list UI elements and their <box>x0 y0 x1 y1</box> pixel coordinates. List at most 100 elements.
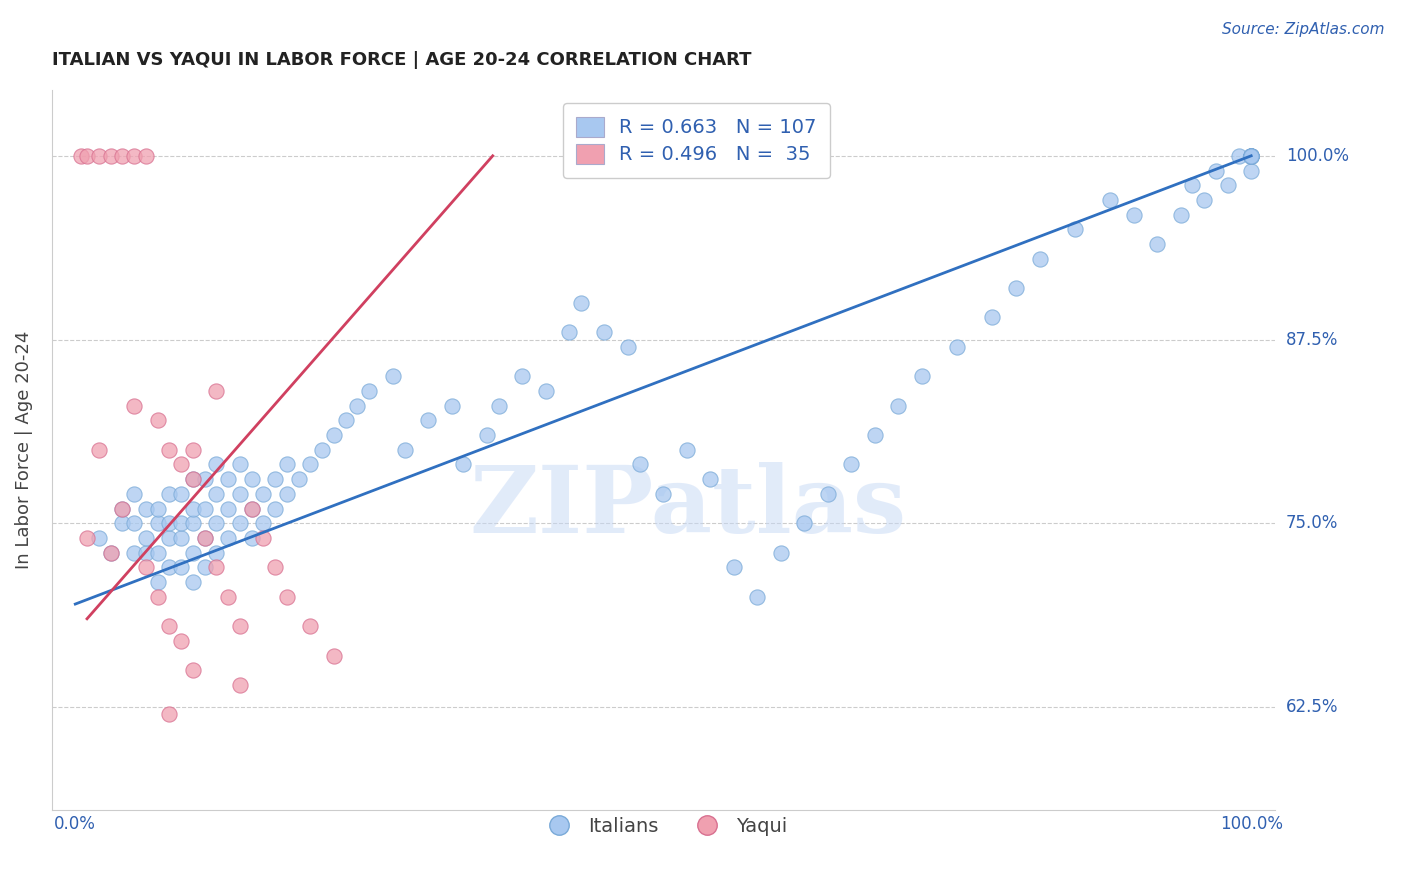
Point <box>157 707 180 722</box>
Point <box>440 399 463 413</box>
Point <box>170 560 193 574</box>
Point <box>1240 149 1263 163</box>
Point <box>217 590 239 604</box>
Point <box>111 516 134 531</box>
Text: ZIPatlas: ZIPatlas <box>470 462 907 552</box>
Point <box>135 560 157 574</box>
Point <box>76 149 98 163</box>
Point <box>747 590 769 604</box>
Point <box>157 531 180 545</box>
Point <box>981 310 1004 325</box>
Point <box>135 531 157 545</box>
Point <box>652 487 675 501</box>
Point <box>240 501 263 516</box>
Point <box>558 325 581 339</box>
Point <box>135 501 157 516</box>
Point <box>205 384 228 398</box>
Point <box>111 149 134 163</box>
Text: Source: ZipAtlas.com: Source: ZipAtlas.com <box>1222 22 1385 37</box>
Point <box>240 531 263 545</box>
Point <box>1240 149 1263 163</box>
Point <box>416 413 439 427</box>
Point <box>170 633 193 648</box>
Point <box>323 428 346 442</box>
Point <box>170 458 193 472</box>
Point <box>100 149 122 163</box>
Point <box>793 516 815 531</box>
Point <box>863 428 886 442</box>
Point <box>135 149 157 163</box>
Point <box>181 442 204 457</box>
Point <box>276 458 298 472</box>
Text: 62.5%: 62.5% <box>1286 698 1339 716</box>
Point <box>194 501 217 516</box>
Point <box>170 487 193 501</box>
Text: 87.5%: 87.5% <box>1286 331 1339 349</box>
Point <box>1240 149 1263 163</box>
Point <box>769 546 792 560</box>
Point <box>1240 149 1263 163</box>
Point <box>229 678 252 692</box>
Point <box>299 458 322 472</box>
Point <box>157 487 180 501</box>
Point <box>217 472 239 486</box>
Point <box>181 516 204 531</box>
Point <box>157 619 180 633</box>
Point <box>252 516 274 531</box>
Point <box>87 531 110 545</box>
Point <box>157 516 180 531</box>
Point <box>146 516 169 531</box>
Point <box>146 590 169 604</box>
Point <box>229 458 252 472</box>
Point <box>229 619 252 633</box>
Point <box>394 442 416 457</box>
Point <box>170 516 193 531</box>
Point <box>510 369 533 384</box>
Point <box>475 428 498 442</box>
Point <box>146 413 169 427</box>
Legend: Italians, Yaqui: Italians, Yaqui <box>531 809 794 843</box>
Point <box>1240 149 1263 163</box>
Point <box>1240 163 1263 178</box>
Point <box>252 531 274 545</box>
Point <box>841 458 863 472</box>
Point <box>699 472 721 486</box>
Point <box>1205 163 1227 178</box>
Point <box>1240 149 1263 163</box>
Point <box>205 516 228 531</box>
Point <box>1170 208 1192 222</box>
Point <box>157 560 180 574</box>
Point <box>381 369 404 384</box>
Point <box>1216 178 1239 193</box>
Point <box>1240 149 1263 163</box>
Point <box>323 648 346 663</box>
Point <box>70 149 93 163</box>
Point <box>181 472 204 486</box>
Point <box>1192 193 1215 207</box>
Point <box>1028 252 1050 266</box>
Point <box>181 663 204 677</box>
Y-axis label: In Labor Force | Age 20-24: In Labor Force | Age 20-24 <box>15 331 32 569</box>
Point <box>1240 149 1263 163</box>
Point <box>311 442 333 457</box>
Point <box>675 442 697 457</box>
Point <box>911 369 934 384</box>
Point <box>264 472 287 486</box>
Point <box>1229 149 1251 163</box>
Point <box>146 546 169 560</box>
Point <box>264 560 287 574</box>
Point <box>170 531 193 545</box>
Point <box>194 531 217 545</box>
Point <box>453 458 475 472</box>
Point <box>723 560 745 574</box>
Point <box>534 384 557 398</box>
Point <box>1181 178 1204 193</box>
Point <box>181 501 204 516</box>
Point <box>488 399 510 413</box>
Point <box>122 149 145 163</box>
Point <box>87 442 110 457</box>
Point <box>205 546 228 560</box>
Point <box>205 560 228 574</box>
Point <box>229 487 252 501</box>
Point <box>1005 281 1028 295</box>
